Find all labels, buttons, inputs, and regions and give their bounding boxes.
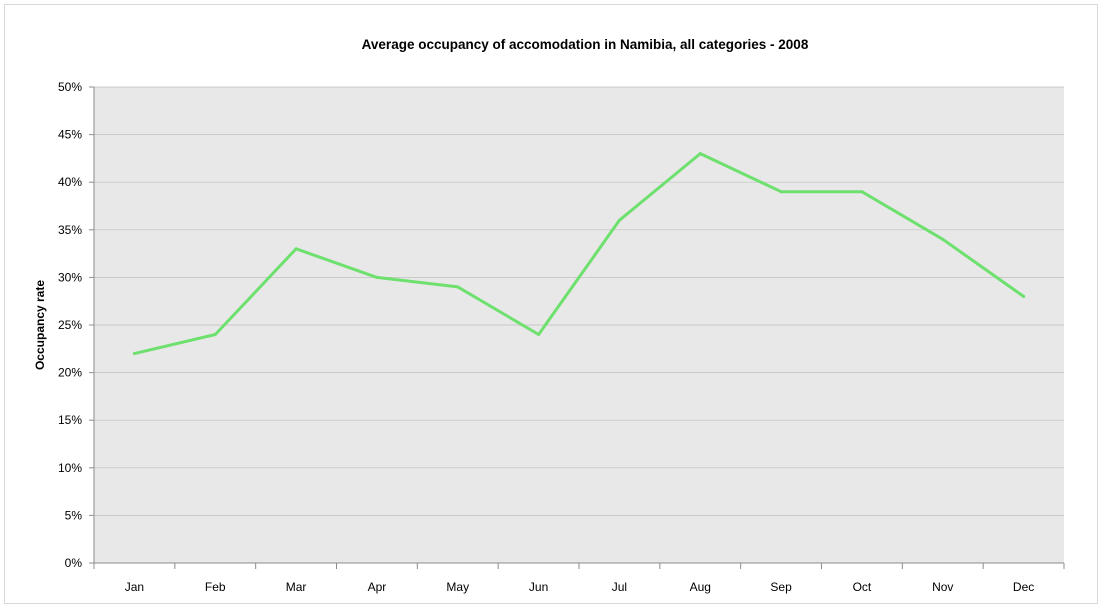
y-tick-label: 10% bbox=[58, 461, 82, 475]
x-tick-label: Apr bbox=[368, 580, 387, 594]
data-point bbox=[860, 190, 864, 194]
x-tick-label: Sep bbox=[770, 580, 792, 594]
x-tick-label: Jan bbox=[125, 580, 144, 594]
x-tick-label: Aug bbox=[690, 580, 711, 594]
series-line bbox=[132, 152, 1026, 356]
y-axis: 0% 5% 10% 15% 20% 25% 30% 35% 40% 45% 50% bbox=[58, 80, 95, 570]
x-tick-label: Jun bbox=[529, 580, 548, 594]
data-point bbox=[941, 237, 945, 241]
data-point bbox=[294, 247, 298, 251]
x-axis: Jan Feb Mar Apr May Jun Jul Aug Sep Oct Nov Dec bbox=[93, 562, 1065, 594]
y-tick-label: 25% bbox=[58, 318, 82, 332]
x-tick-label: Oct bbox=[853, 580, 872, 594]
y-tick-label: 40% bbox=[58, 175, 82, 189]
y-tick-label: 15% bbox=[58, 413, 82, 427]
data-point bbox=[537, 333, 541, 337]
data-point bbox=[213, 333, 217, 337]
data-point bbox=[1022, 294, 1026, 298]
x-tick-label: Dec bbox=[1013, 580, 1034, 594]
x-tick-label: Nov bbox=[932, 580, 953, 594]
data-point bbox=[779, 190, 783, 194]
series-layer bbox=[132, 152, 1026, 356]
chart-title: Average occupancy of accomodation in Nam… bbox=[361, 37, 809, 52]
data-point bbox=[132, 352, 136, 356]
x-tick-label: May bbox=[446, 580, 469, 594]
x-tick-label: Mar bbox=[286, 580, 307, 594]
y-tick-label: 35% bbox=[58, 223, 82, 237]
x-tick-label: Feb bbox=[205, 580, 226, 594]
data-point bbox=[456, 285, 460, 289]
y-tick-label: 5% bbox=[65, 508, 83, 522]
x-tick-label: Jul bbox=[612, 580, 627, 594]
data-point bbox=[698, 152, 702, 156]
y-tick-label: 50% bbox=[58, 80, 82, 94]
data-point bbox=[375, 275, 379, 279]
y-tick-label: 0% bbox=[65, 556, 83, 570]
gridlines bbox=[94, 86, 1064, 516]
y-tick-label: 30% bbox=[58, 270, 82, 284]
data-point bbox=[617, 218, 621, 222]
y-tick-label: 20% bbox=[58, 366, 82, 380]
y-tick-label: 45% bbox=[58, 128, 82, 142]
